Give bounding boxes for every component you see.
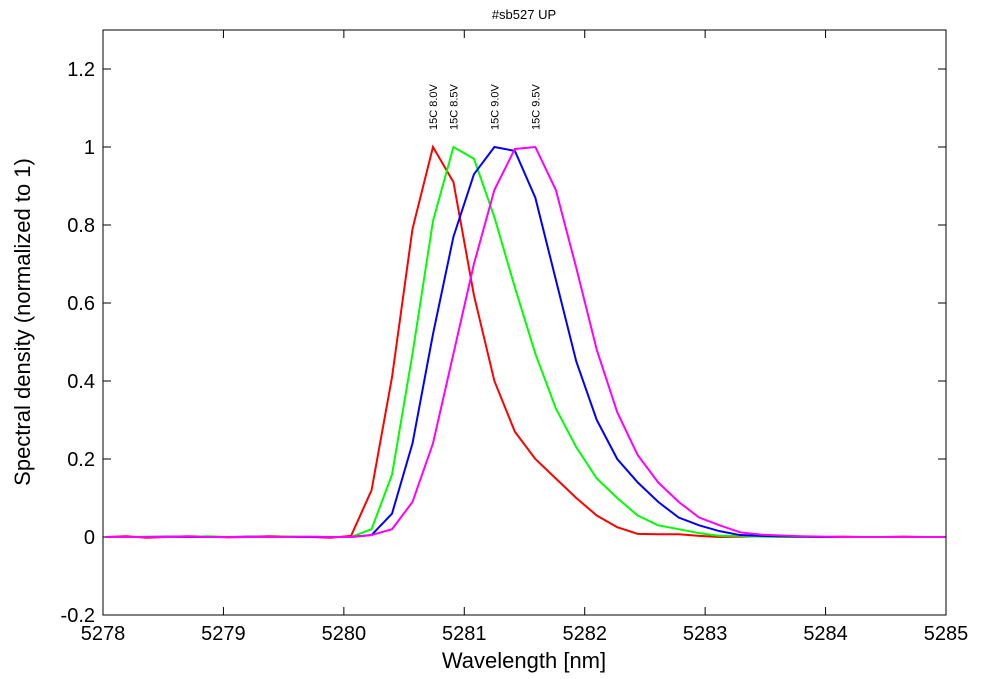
- x-tick-label: 5279: [201, 623, 246, 645]
- x-tick-label: 5284: [803, 623, 848, 645]
- series-label: 15C 8.0V: [428, 83, 440, 130]
- x-tick-label: 5282: [562, 623, 607, 645]
- x-tick-label: 5281: [442, 623, 487, 645]
- series-line: [105, 145, 945, 538]
- y-tick-label: -0.2: [61, 605, 95, 627]
- plot-frame: [102, 29, 947, 616]
- x-tick-label: 5278: [81, 623, 126, 645]
- x-tick-label: 5280: [322, 623, 367, 645]
- y-axis-label: Spectral density (normalized to 1): [10, 158, 35, 486]
- y-tick-label: 0.6: [67, 293, 95, 315]
- series-label: 15C 9.0V: [489, 83, 501, 130]
- y-tick-label: 0.4: [67, 371, 95, 393]
- x-tick-label: 5285: [924, 623, 969, 645]
- x-tick-label: 5283: [683, 623, 728, 645]
- series-line: [105, 145, 945, 538]
- y-tick-label: 0: [84, 527, 95, 549]
- series-line: [105, 144, 945, 539]
- chart-title: #sb527 UP: [492, 7, 556, 22]
- series-label: 15C 9.5V: [530, 83, 542, 130]
- y-tick-label: 1.2: [67, 59, 95, 81]
- y-tick-label: 1: [84, 137, 95, 159]
- y-tick-label: 0.2: [67, 449, 95, 471]
- x-axis-label: Wavelength [nm]: [442, 648, 606, 673]
- y-tick-label: 0.8: [67, 215, 95, 237]
- series-line: [105, 145, 945, 538]
- series-label: 15C 8.5V: [448, 83, 460, 130]
